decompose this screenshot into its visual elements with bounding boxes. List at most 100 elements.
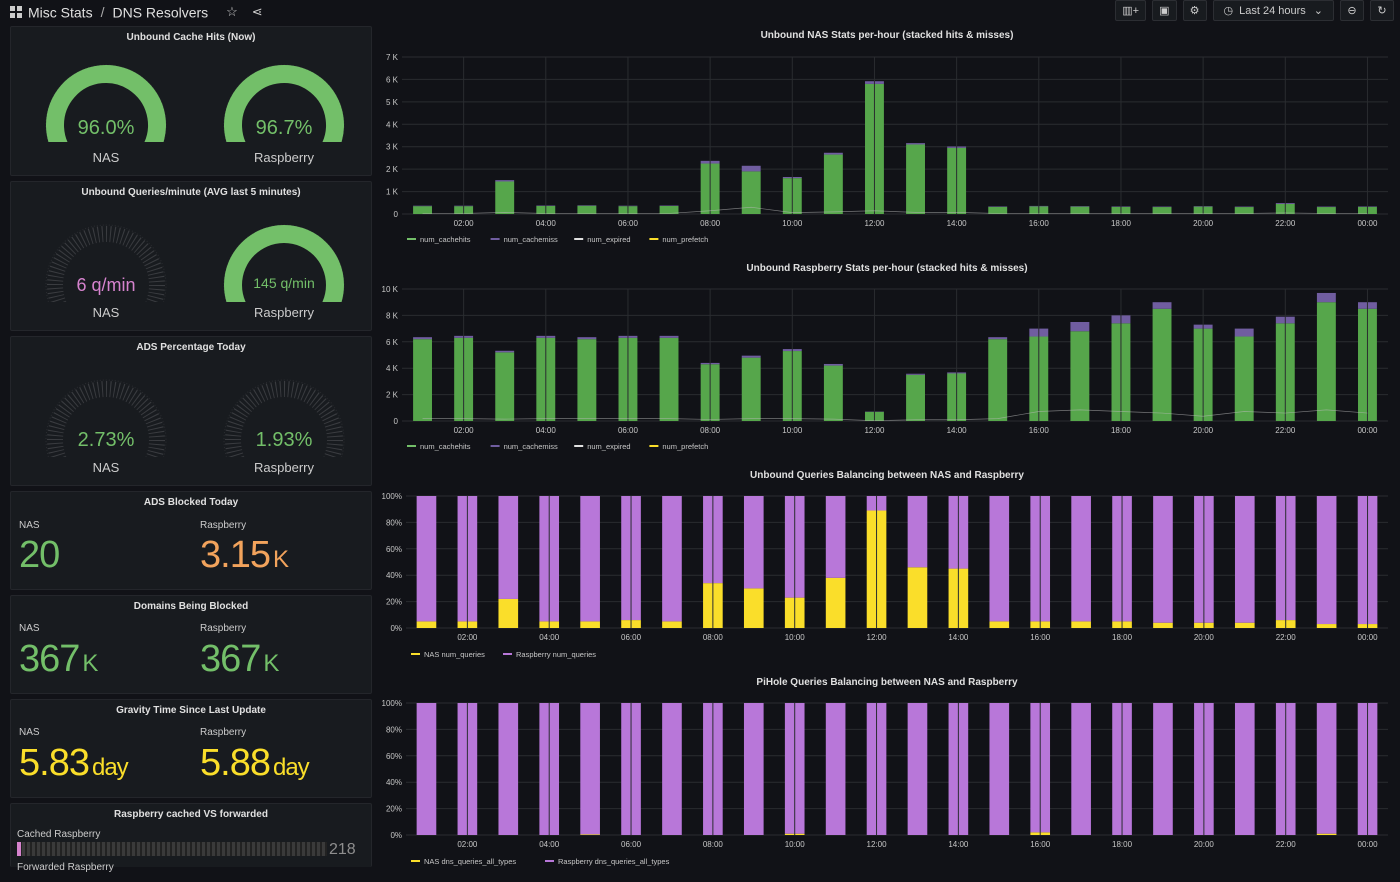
x-tick-label: 10:00 bbox=[785, 633, 806, 642]
panel-title: Domains Being Blocked bbox=[11, 601, 371, 612]
panel-ads-percentage[interactable]: ADS Percentage Today 2.73% 1.93% NAS Ras… bbox=[10, 336, 372, 486]
stat-unit: K bbox=[82, 650, 97, 677]
x-tick-label: 12:00 bbox=[867, 633, 888, 642]
bar-num-cachehits bbox=[824, 366, 843, 421]
star-icon[interactable]: ☆ bbox=[226, 4, 238, 19]
bar-raspberry-num-queries bbox=[1153, 496, 1173, 623]
x-tick-label: 18:00 bbox=[1111, 426, 1132, 435]
gauge-label-raspberry: Raspberry bbox=[216, 305, 352, 320]
bar-nas-dns-queries-all-types bbox=[1317, 834, 1337, 835]
bar-num-cachehits bbox=[988, 207, 1007, 214]
panel-queries-per-minute[interactable]: Unbound Queries/minute (AVG last 5 minut… bbox=[10, 181, 372, 331]
bar-num-cachemiss bbox=[742, 166, 761, 172]
panel-cached-vs-forwarded[interactable]: Raspberry cached VS forwarded Cached Ras… bbox=[10, 803, 372, 867]
chart-nas-stats: Unbound NAS Stats per-hour (stacked hits… bbox=[378, 30, 1396, 252]
bar-raspberry-num-queries bbox=[1317, 496, 1337, 624]
bar-num-cachemiss bbox=[824, 153, 843, 155]
bar-raspberry-dns-queries-all-types bbox=[826, 703, 846, 835]
y-tick-label: 7 K bbox=[386, 53, 399, 62]
bar-nas-num-queries bbox=[1235, 623, 1255, 628]
bar-raspberry-num-queries bbox=[744, 496, 764, 588]
y-tick-label: 40% bbox=[386, 778, 402, 787]
y-tick-label: 0 bbox=[394, 417, 399, 426]
bar-raspberry-num-queries bbox=[908, 496, 928, 567]
bar-num-cachehits bbox=[742, 358, 761, 421]
breadcrumb-dashboard[interactable]: DNS Resolvers bbox=[112, 4, 208, 20]
gauge-value-nas: 6 q/min bbox=[38, 275, 174, 296]
bar-raspberry-dns-queries-all-types bbox=[417, 703, 437, 835]
legend-item: NAS dns_queries_all_types bbox=[424, 857, 516, 866]
add-panel-button[interactable]: ▥+ bbox=[1115, 0, 1146, 21]
chart-raspberry-stats: Unbound Raspberry Stats per-hour (stacke… bbox=[378, 263, 1396, 458]
x-tick-label: 00:00 bbox=[1357, 426, 1378, 435]
panel-cache-hits[interactable]: Unbound Cache Hits (Now) 96.0% 96.7% NAS… bbox=[10, 26, 372, 176]
gauge-label-nas: NAS bbox=[38, 150, 174, 165]
x-tick-label: 00:00 bbox=[1357, 219, 1378, 228]
bar-num-cachemiss bbox=[1235, 329, 1254, 337]
stat-number: 367 bbox=[19, 638, 79, 680]
zoom-out-icon: ⊖ bbox=[1347, 4, 1356, 17]
bar-num-cachemiss bbox=[1070, 322, 1089, 331]
panel-gravity-time[interactable]: Gravity Time Since Last Update NAS Raspb… bbox=[10, 699, 372, 798]
breadcrumb-folder[interactable]: Misc Stats bbox=[28, 4, 93, 20]
x-tick-label: 08:00 bbox=[703, 633, 724, 642]
clock-icon: ◷ bbox=[1224, 4, 1234, 17]
bar-num-cachehits bbox=[824, 155, 843, 214]
dashboards-grid-icon[interactable] bbox=[10, 6, 22, 18]
x-tick-label: 00:00 bbox=[1358, 633, 1379, 642]
stat-number: 20 bbox=[19, 534, 59, 576]
x-tick-label: 08:00 bbox=[703, 840, 724, 849]
chart-title: Unbound NAS Stats per-hour (stacked hits… bbox=[378, 30, 1396, 41]
gauge-value-raspberry: 145 q/min bbox=[216, 275, 352, 291]
zoom-out-button[interactable]: ⊖ bbox=[1340, 0, 1364, 21]
stat-unit: K bbox=[263, 650, 278, 677]
bar-num-cachehits bbox=[577, 339, 596, 421]
y-tick-label: 80% bbox=[386, 725, 402, 734]
bar-nas-num-queries bbox=[1153, 623, 1173, 628]
x-tick-label: 16:00 bbox=[1029, 219, 1050, 228]
refresh-button[interactable]: ↻ bbox=[1370, 0, 1394, 21]
y-tick-label: 60% bbox=[386, 752, 402, 761]
bar-num-cachemiss bbox=[906, 374, 925, 375]
time-picker-button[interactable]: ◷Last 24 hours⌄ bbox=[1213, 0, 1334, 21]
bar-raspberry-dns-queries-all-types bbox=[1153, 703, 1173, 835]
panel-title: ADS Percentage Today bbox=[11, 342, 371, 353]
x-tick-label: 20:00 bbox=[1193, 426, 1214, 435]
bar-num-cachemiss bbox=[660, 336, 679, 338]
chevron-down-icon: ⌄ bbox=[1314, 4, 1323, 17]
chart-pihole-balancing: PiHole Queries Balancing between NAS and… bbox=[378, 677, 1396, 867]
y-tick-label: 0% bbox=[390, 624, 402, 633]
stat-label-raspberry: Raspberry bbox=[200, 623, 246, 634]
save-dashboard-button[interactable]: ▣ bbox=[1152, 0, 1176, 21]
bar-num-cachehits bbox=[906, 144, 925, 214]
y-tick-label: 2 K bbox=[386, 165, 399, 174]
bar-raspberry-dns-queries-all-types bbox=[1071, 703, 1091, 835]
settings-button[interactable]: ⚙ bbox=[1183, 0, 1207, 21]
share-icon[interactable]: ⋖ bbox=[252, 4, 263, 19]
x-tick-label: 06:00 bbox=[621, 840, 642, 849]
bar-label-forwarded: Forwarded Raspberry bbox=[17, 862, 114, 873]
legend-swatch bbox=[411, 860, 420, 862]
stat-number: 5.88 bbox=[200, 742, 270, 784]
bar-num-cachemiss bbox=[1317, 293, 1336, 302]
bar-raspberry-num-queries bbox=[826, 496, 846, 578]
bar-gauge-cached bbox=[17, 842, 327, 856]
bar-num-cachemiss bbox=[742, 356, 761, 358]
x-tick-label: 04:00 bbox=[539, 633, 560, 642]
bar-raspberry-num-queries bbox=[580, 496, 600, 621]
x-tick-label: 22:00 bbox=[1275, 426, 1296, 435]
chart-title: Unbound Raspberry Stats per-hour (stacke… bbox=[378, 263, 1396, 274]
bar-raspberry-num-queries bbox=[417, 496, 437, 621]
bar-raspberry-num-queries bbox=[1235, 496, 1255, 623]
stat-number: 3.15 bbox=[200, 534, 270, 576]
panel-title: ADS Blocked Today bbox=[11, 497, 371, 508]
bar-num-cachemiss bbox=[988, 337, 1007, 339]
bar-num-cachehits bbox=[413, 339, 432, 421]
bar-nas-num-queries bbox=[417, 621, 437, 628]
legend-swatch bbox=[407, 238, 416, 240]
bar-num-cachemiss bbox=[577, 337, 596, 339]
